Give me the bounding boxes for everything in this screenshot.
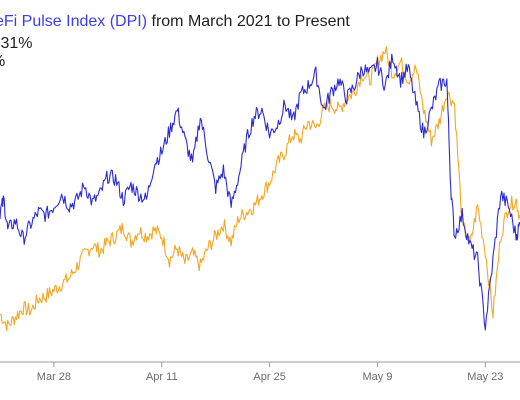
x-tick-label: Mar 28 <box>37 371 71 383</box>
x-tick-label: May 23 <box>467 371 503 383</box>
chart-title: eFi Pulse Index (DPI) from March 2021 to… <box>0 13 350 31</box>
series-line-blue <box>0 53 520 331</box>
chart-subtitle-change: .31% <box>0 35 33 52</box>
series-layer <box>0 46 520 332</box>
x-tick-label: Apr 25 <box>253 371 285 383</box>
chart-subtitle-percent: % <box>0 53 5 71</box>
x-axis: Mar 28 Apr 11 Apr 25 May 9 May 23 <box>0 361 520 383</box>
chart-title-range: from March 2021 to Present <box>147 13 350 30</box>
x-tick-label: May 9 <box>362 371 392 383</box>
x-tick-label: Apr 11 <box>146 371 178 383</box>
chart-title-index-name: eFi Pulse Index (DPI) <box>0 13 148 30</box>
series-line-orange <box>0 46 520 332</box>
